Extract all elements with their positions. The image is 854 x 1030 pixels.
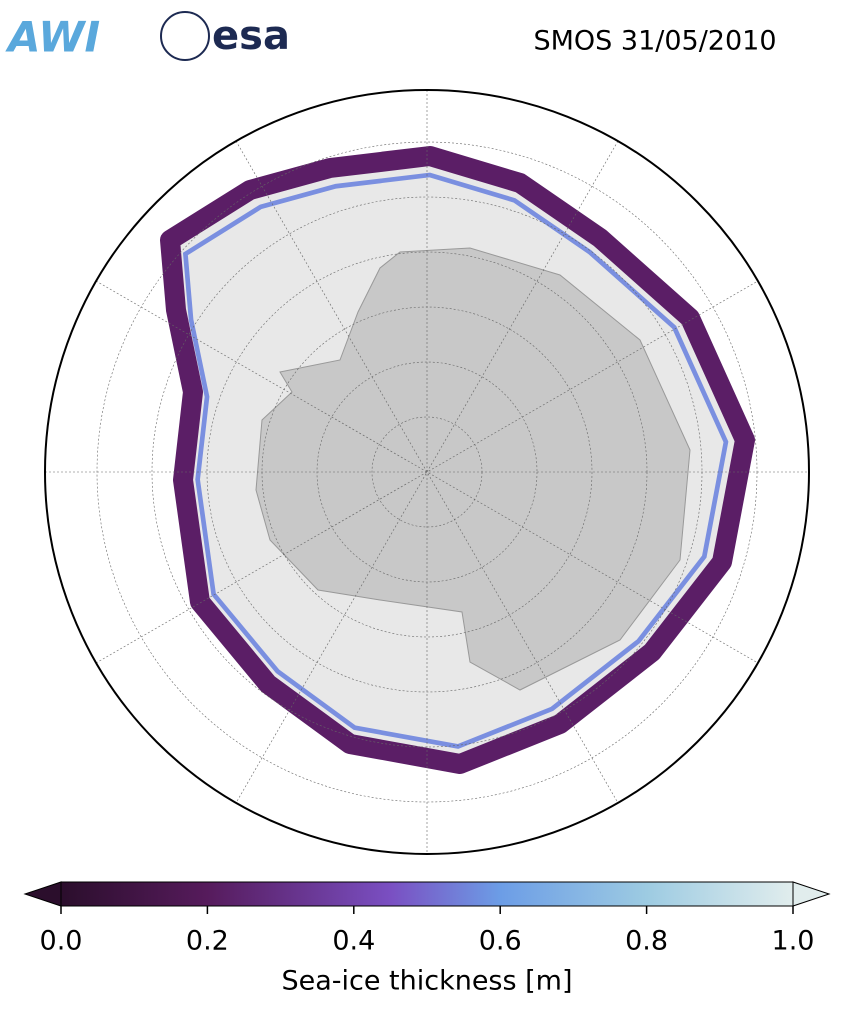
colorbar-tick-label: 0.2: [186, 926, 229, 957]
awi-logo: AWI: [5, 13, 100, 62]
colorbar-over: [792, 881, 831, 907]
map: [45, 90, 809, 854]
map-boundary: [44, 89, 810, 855]
colorbar-body: [60, 881, 794, 907]
colorbar-tick-label: 0.8: [625, 926, 668, 957]
colorbar: Sea-ice thickness [m]: [23, 881, 831, 997]
colorbar-tick-label: 0.4: [332, 926, 375, 957]
esa-emblem: [160, 11, 210, 61]
colorbar-tick-label: 1.0: [772, 926, 815, 957]
map-title: SMOS 31/05/2010: [533, 26, 776, 57]
colorbar-tick-label: 0.6: [479, 926, 522, 957]
esa-logo: esa: [212, 13, 290, 59]
graticule: [45, 90, 809, 854]
sea-ice-edge: [182, 172, 729, 749]
colorbar-tick-label: 0.0: [40, 926, 83, 957]
antarctica: [255, 247, 691, 691]
colorbar-under: [23, 881, 62, 907]
colorbar-label: Sea-ice thickness [m]: [281, 966, 572, 997]
